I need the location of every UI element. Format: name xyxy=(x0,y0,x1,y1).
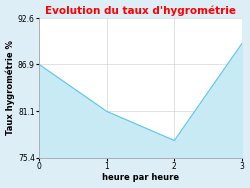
Y-axis label: Taux hygrométrie %: Taux hygrométrie % xyxy=(6,40,15,135)
Title: Evolution du taux d'hygrométrie: Evolution du taux d'hygrométrie xyxy=(45,6,236,16)
X-axis label: heure par heure: heure par heure xyxy=(102,174,179,182)
